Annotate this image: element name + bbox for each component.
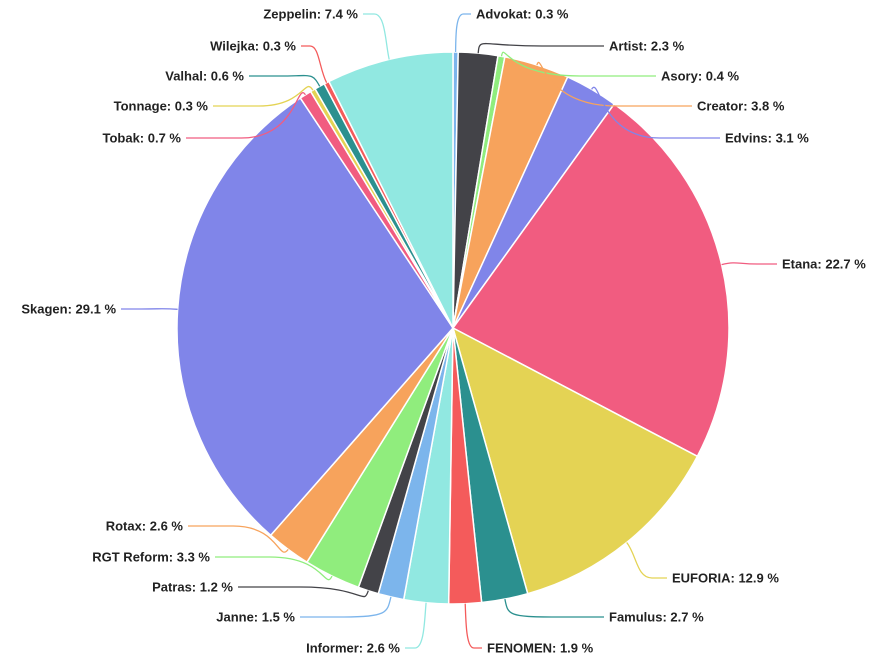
pie-slice-etana[interactable] xyxy=(451,102,730,458)
data-label-famulus: Famulus: 2.7 % xyxy=(609,610,704,625)
data-label-janne: Janne: 1.5 % xyxy=(216,610,295,625)
data-label-rotax: Rotax: 2.6 % xyxy=(106,519,184,534)
data-label-edvins: Edvins: 3.1 % xyxy=(725,131,809,146)
data-label-skagen: Skagen: 29.1 % xyxy=(21,302,116,317)
leader-line-famulus xyxy=(504,598,604,618)
leader-line-asory xyxy=(500,51,656,77)
data-label-fenomen: FENOMEN: 1.9 % xyxy=(487,641,594,656)
data-label-tobak: Tobak: 0.7 % xyxy=(102,131,181,146)
leader-line-janne xyxy=(300,596,392,618)
leader-line-artist xyxy=(477,42,604,54)
data-label-artist: Artist: 2.3 % xyxy=(609,39,685,54)
pie-slice-euforia[interactable] xyxy=(451,326,699,595)
data-label-asory: Asory: 0.4 % xyxy=(661,69,739,84)
leader-line-skagen xyxy=(121,308,178,310)
data-label-etana: Etana: 22.7 % xyxy=(782,257,866,272)
leader-line-euforia xyxy=(626,542,667,579)
data-label-creator: Creator: 3.8 % xyxy=(697,99,785,114)
leaders-layer xyxy=(121,13,777,649)
leader-line-zeppelin xyxy=(363,13,390,60)
leader-line-informer xyxy=(405,602,427,649)
leader-line-etana xyxy=(721,262,777,266)
leader-line-edvins xyxy=(591,86,720,139)
data-label-patras: Patras: 1.2 % xyxy=(152,580,233,595)
data-label-valhal: Valhal: 0.6 % xyxy=(165,69,244,84)
leader-line-creator xyxy=(536,62,692,107)
leader-line-tonnage xyxy=(213,85,314,107)
data-label-informer: Informer: 2.6 % xyxy=(306,641,400,656)
pie-slice-skagen[interactable] xyxy=(176,97,454,537)
leader-line-valhal xyxy=(249,74,321,87)
data-label-advokat: Advokat: 0.3 % xyxy=(476,7,569,22)
data-label-tonnage: Tonnage: 0.3 % xyxy=(114,99,209,114)
leader-line-rgt-reform xyxy=(215,556,333,581)
slices-layer xyxy=(176,51,730,605)
data-label-rgt-reform: RGT Reform: 3.3 % xyxy=(92,550,210,565)
leader-line-advokat xyxy=(454,13,471,53)
data-label-euforia: EUFORIA: 12.9 % xyxy=(672,571,779,586)
labels-layer: Advokat: 0.3 % Artist: 2.3 % Asory: 0.4 % C… xyxy=(21,7,866,656)
leader-line-tobak xyxy=(186,92,306,139)
leader-line-patras xyxy=(238,586,369,598)
leader-line-rotax xyxy=(188,525,289,553)
data-label-zeppelin: Zeppelin: 7.4 % xyxy=(263,7,358,22)
data-label-wilejka: Wilejka: 0.3 % xyxy=(210,39,296,54)
leader-line-wilejka xyxy=(301,45,328,83)
leader-line-fenomen xyxy=(464,603,482,649)
